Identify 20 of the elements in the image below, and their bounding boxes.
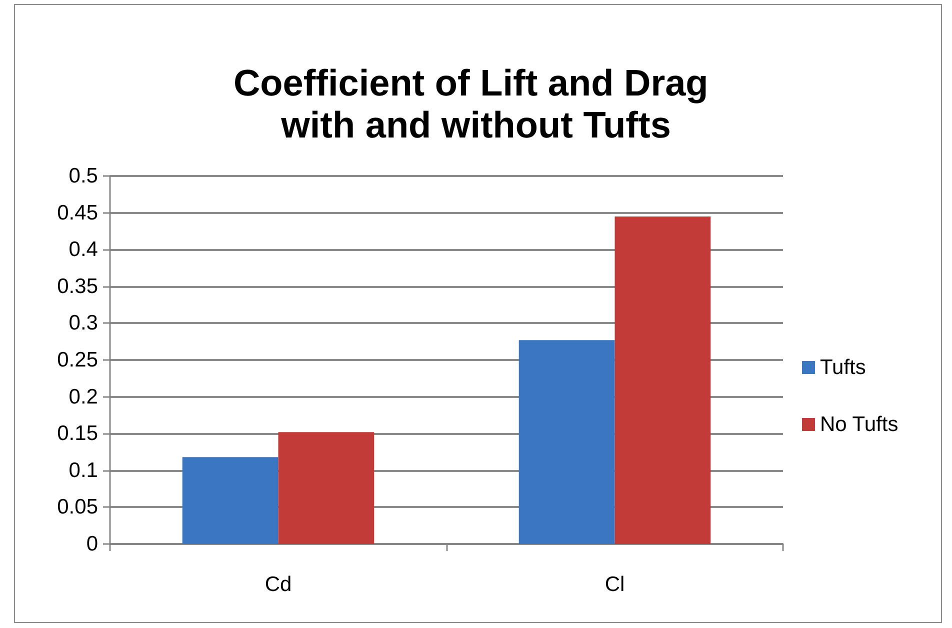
y-tick-label: 0 [86, 532, 98, 556]
x-tick-label: Cl [604, 573, 625, 596]
bar [182, 457, 278, 544]
y-tick-label: 0.2 [68, 385, 98, 408]
y-tick-label: 0.35 [57, 274, 98, 298]
bar [518, 340, 615, 544]
y-tick-label: 0.45 [57, 201, 98, 224]
x-tick-label: Cd [264, 573, 292, 596]
y-tick-label: 0.05 [57, 496, 98, 519]
legend-label: Tufts [820, 356, 866, 379]
bar [278, 432, 374, 544]
y-tick-label: 0.4 [68, 238, 98, 262]
legend-label: No Tufts [820, 413, 898, 436]
y-tick-label: 0.5 [68, 164, 98, 188]
bar [614, 216, 711, 544]
chart-title: Coefficient of Lift and Drag with and without Tufts [233, 62, 719, 146]
y-tick-label: 0.3 [68, 312, 98, 335]
y-tick-label: 0.25 [57, 348, 98, 372]
y-tick-label: 0.15 [57, 422, 98, 446]
y-tick-label: 0.1 [68, 458, 98, 482]
